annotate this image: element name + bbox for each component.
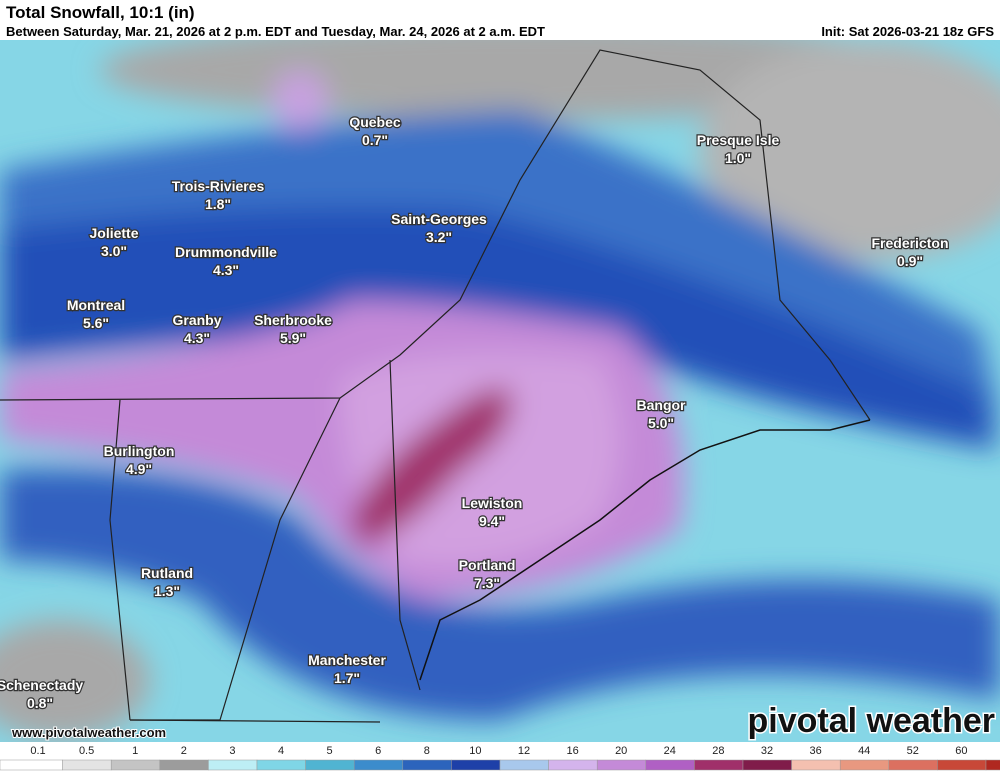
subtitle: Between Saturday, Mar. 21, 2026 at 2 p.m…	[6, 24, 545, 39]
city-snowfall: 0.8"	[27, 695, 53, 711]
legend-tick-label: 5	[327, 745, 333, 757]
city-name: Presque Isle	[697, 132, 780, 148]
city-name: Saint-Georges	[391, 211, 487, 227]
city-snowfall: 4.9"	[126, 461, 152, 477]
legend-tick-label: 2	[181, 745, 187, 757]
city-snowfall: 0.7"	[362, 132, 388, 148]
city-name: Lewiston	[462, 495, 523, 511]
city-name: Schenectady	[0, 677, 83, 693]
legend-tick-label: 16	[566, 745, 578, 757]
city-snowfall: 3.0"	[101, 243, 127, 259]
legend-swatch	[694, 759, 744, 771]
city-name: Manchester	[308, 652, 386, 668]
header-bg	[0, 0, 1000, 40]
legend-tick-label: 24	[664, 745, 676, 757]
city-name: Rutland	[141, 565, 193, 581]
legend-swatch	[402, 759, 452, 771]
legend-swatch	[110, 759, 161, 771]
city-snowfall: 5.0"	[648, 415, 674, 431]
legend-swatch	[208, 759, 258, 771]
legend: 0.1 0.5 1 2 3 4 5 6 8 10 12 16 20 24 28 32 36 44 52 60	[0, 745, 1000, 771]
legend-tick-label: 12	[518, 745, 530, 757]
init: Init: Sat 2026-03-21 18z GFS	[821, 24, 994, 39]
legend-tick-label: 4	[278, 745, 284, 757]
legend-swatch	[791, 759, 841, 771]
legend-tick-label: 8	[424, 745, 430, 757]
legend-tick-label: 28	[712, 745, 724, 757]
legend-tick-label: 1	[132, 745, 138, 757]
city-snowfall: 4.3"	[184, 330, 210, 346]
legend-swatch	[937, 759, 987, 771]
city-name: Sherbrooke	[254, 312, 332, 328]
logo: pivotal weather	[747, 702, 995, 740]
legend-tick-label: 3	[229, 745, 235, 757]
legend-swatch	[0, 759, 63, 771]
city-snowfall: 3.2"	[426, 229, 452, 245]
legend-tick-label: 44	[858, 745, 870, 757]
legend-tick-label: 20	[615, 745, 627, 757]
legend-swatch	[451, 759, 501, 771]
legend-tick-label: 10	[469, 745, 481, 757]
url: www.pivotalweather.com	[11, 725, 166, 740]
city-snowfall: 4.3"	[213, 262, 239, 278]
legend-swatch	[742, 759, 792, 771]
legend-swatch	[305, 759, 355, 771]
legend-swatch	[499, 759, 549, 771]
city-snowfall: 1.7"	[334, 670, 360, 686]
legend-swatch	[596, 759, 647, 771]
legend-swatch	[985, 759, 1000, 771]
legend-tick-label: 32	[761, 745, 773, 757]
legend-tick-label: 6	[375, 745, 381, 757]
city-name: Drummondville	[175, 244, 277, 260]
legend-tick-label: 36	[809, 745, 821, 757]
city-name: Portland	[459, 557, 516, 573]
city-name: Granby	[172, 312, 221, 328]
city-name: Trois-Rivieres	[172, 178, 265, 194]
legend-swatch	[839, 759, 890, 771]
legend-swatch	[353, 759, 404, 771]
city-snowfall: 1.8"	[205, 196, 231, 212]
city-snowfall: 0.9"	[897, 253, 923, 269]
city-labels: Quebec 0.7" Presque Isle 1.0" Trois-Rivieres…	[0, 113, 950, 713]
legend-swatch	[62, 759, 112, 771]
city-name: Bangor	[637, 397, 687, 413]
legend-swatch	[256, 759, 306, 771]
legend-swatch	[159, 759, 209, 771]
coastline	[419, 419, 871, 681]
city-name: Joliette	[89, 225, 138, 241]
city-snowfall: 1.3"	[154, 583, 180, 599]
borders	[0, 49, 871, 723]
legend-swatch	[888, 759, 938, 771]
city-snowfall: 5.9"	[280, 330, 306, 346]
legend-swatch	[645, 759, 695, 771]
legend-tick-label: 0.5	[79, 745, 94, 757]
legend-tick-label: 0.1	[30, 745, 45, 757]
city-name: Quebec	[349, 114, 401, 130]
city-snowfall: 7.3"	[474, 575, 500, 591]
city-name: Burlington	[104, 443, 175, 459]
snowfall-field	[0, 20, 1000, 742]
legend-swatch	[548, 759, 598, 771]
city-snowfall: 5.6"	[83, 315, 109, 331]
city-name: Montreal	[67, 297, 125, 313]
city-snowfall: 9.4"	[479, 513, 505, 529]
legend-tick-label: 52	[907, 745, 919, 757]
city-snowfall: 1.0"	[725, 150, 751, 166]
legend-tick-label: 60	[955, 745, 967, 757]
city-name: Fredericton	[871, 235, 948, 251]
title: Total Snowfall, 10:1 (in)	[6, 3, 195, 22]
